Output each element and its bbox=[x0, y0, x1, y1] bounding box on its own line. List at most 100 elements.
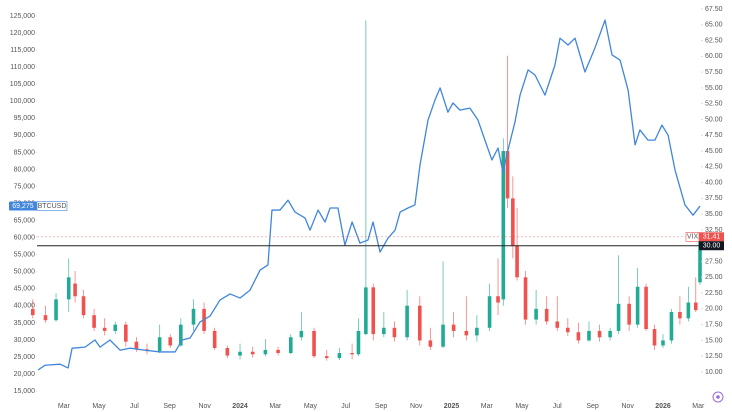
candle-body bbox=[523, 277, 528, 320]
candle-body bbox=[212, 330, 217, 348]
y-tick-label: 65,000 bbox=[14, 217, 36, 224]
candle-body bbox=[566, 327, 570, 333]
y2-tick-label: 57.50 bbox=[705, 69, 723, 76]
candle-body bbox=[505, 151, 510, 199]
candle-body bbox=[644, 286, 648, 330]
y-tick-label: 100,000 bbox=[10, 98, 35, 105]
candle-body bbox=[627, 303, 631, 325]
x-tick-label: Mar bbox=[481, 403, 494, 410]
x-tick-label: Sep bbox=[586, 403, 599, 410]
candle-body bbox=[324, 356, 329, 359]
x-tick-label: 2024 bbox=[232, 403, 248, 410]
x-tick-label: Nov bbox=[198, 403, 211, 410]
y-tick-label: 15,000 bbox=[14, 388, 36, 395]
candle-body bbox=[686, 302, 691, 319]
candle-body bbox=[544, 308, 549, 322]
x-tick-label: Jul bbox=[553, 403, 562, 410]
candle-body bbox=[555, 321, 560, 328]
candle-body bbox=[417, 305, 422, 341]
y2-tick-label: 40.00 bbox=[705, 179, 723, 186]
candle-body bbox=[534, 308, 538, 320]
candle-body bbox=[30, 308, 35, 316]
y2-tick-label: 35.00 bbox=[705, 211, 723, 218]
candle-body bbox=[312, 330, 316, 357]
y2-tick-label: 37.50 bbox=[705, 195, 723, 202]
price-badge-label: 31.41 bbox=[703, 234, 721, 241]
y-tick-label: 75,000 bbox=[14, 183, 36, 190]
candle-body bbox=[337, 353, 342, 359]
y2-tick-label: 25.00 bbox=[705, 274, 723, 281]
candle-body bbox=[371, 287, 376, 335]
y-tick-label: 85,000 bbox=[14, 149, 36, 156]
y2-tick-label: 42.50 bbox=[705, 164, 723, 171]
candle-body bbox=[515, 245, 519, 278]
candle-body bbox=[157, 337, 162, 352]
x-tick-label: Jul bbox=[130, 403, 139, 410]
candle-body bbox=[73, 283, 77, 297]
x-tick-label: May bbox=[515, 403, 529, 410]
x-tick-label: Sep bbox=[163, 403, 176, 410]
candle-body bbox=[678, 312, 682, 319]
candle-body bbox=[405, 305, 409, 338]
candle-body bbox=[225, 347, 230, 356]
y-tick-label: 55,000 bbox=[14, 252, 36, 259]
y2-tick-label: 45.00 bbox=[705, 148, 723, 155]
y-tick-label: 50,000 bbox=[14, 269, 36, 276]
y2-tick-label: 32.50 bbox=[705, 227, 723, 234]
candle-body bbox=[134, 341, 139, 350]
candle-body bbox=[54, 299, 58, 321]
y-tick-label: 60,000 bbox=[14, 235, 36, 242]
y2-tick-label: 52.50 bbox=[705, 101, 723, 108]
y2-tick-label: 62.50 bbox=[705, 37, 723, 44]
candle-body bbox=[587, 330, 591, 341]
y-tick-label: 125,000 bbox=[10, 13, 35, 20]
candle-body bbox=[350, 353, 354, 355]
y2-tick-label: 65.00 bbox=[705, 22, 723, 29]
x-tick-label: May bbox=[304, 403, 318, 410]
y2-tick-label: 15.00 bbox=[705, 337, 723, 344]
price-badge-label: 69,275 bbox=[12, 203, 34, 210]
candle-body bbox=[124, 324, 128, 342]
candle-body bbox=[66, 277, 71, 300]
y-tick-label: 20,000 bbox=[14, 371, 36, 378]
x-tick-label: Mar bbox=[58, 403, 71, 410]
candle-body bbox=[364, 287, 368, 335]
candle-body bbox=[597, 330, 602, 338]
candle-body bbox=[238, 351, 242, 356]
candle-body bbox=[487, 296, 492, 328]
y2-tick-label: 20.00 bbox=[705, 306, 723, 313]
candle-body bbox=[576, 332, 581, 341]
candle-body bbox=[299, 330, 304, 338]
y-tick-label: 35,000 bbox=[14, 320, 36, 327]
y2-tick-label: 67.50 bbox=[705, 6, 723, 13]
y2-tick-label: 47.50 bbox=[705, 132, 723, 139]
y-tick-label: 80,000 bbox=[14, 166, 36, 173]
y-tick-label: 30,000 bbox=[14, 337, 36, 344]
candle-body bbox=[43, 315, 48, 321]
x-tick-label: Nov bbox=[621, 403, 634, 410]
candle-body bbox=[356, 330, 361, 355]
x-tick-label: Mar bbox=[269, 403, 282, 410]
candle-body bbox=[496, 296, 500, 303]
candle-body bbox=[635, 286, 640, 325]
y-tick-label: 90,000 bbox=[14, 132, 36, 139]
price-line bbox=[37, 19, 701, 371]
candle-body bbox=[179, 324, 183, 346]
y2-tick-label: 50.00 bbox=[705, 116, 723, 123]
series-name: BTCUSD bbox=[38, 203, 67, 210]
candle-body bbox=[191, 308, 196, 325]
x-tick-label: Mar bbox=[692, 403, 705, 410]
candle-body bbox=[661, 340, 665, 346]
candle-body bbox=[501, 151, 506, 300]
x-tick-label: May bbox=[92, 403, 106, 410]
candle-body bbox=[616, 303, 621, 331]
series-name: VIX bbox=[687, 234, 699, 241]
y-tick-label: 110,000 bbox=[10, 64, 35, 71]
x-tick-label: Sep bbox=[375, 403, 388, 410]
y-tick-label: 25,000 bbox=[14, 354, 36, 361]
y2-tick-label: 17.50 bbox=[705, 321, 723, 328]
y2-tick-label: 12.50 bbox=[705, 353, 723, 360]
y2-tick-label: 27.50 bbox=[705, 258, 723, 265]
